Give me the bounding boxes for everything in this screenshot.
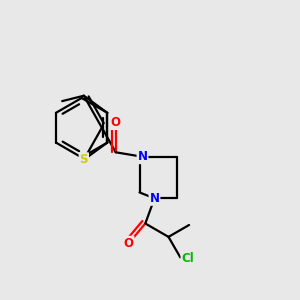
Text: O: O (124, 237, 134, 250)
Text: O: O (111, 116, 121, 129)
Text: S: S (80, 153, 88, 166)
Text: N: N (137, 150, 148, 163)
Text: Cl: Cl (182, 253, 194, 266)
Text: N: N (149, 192, 160, 205)
